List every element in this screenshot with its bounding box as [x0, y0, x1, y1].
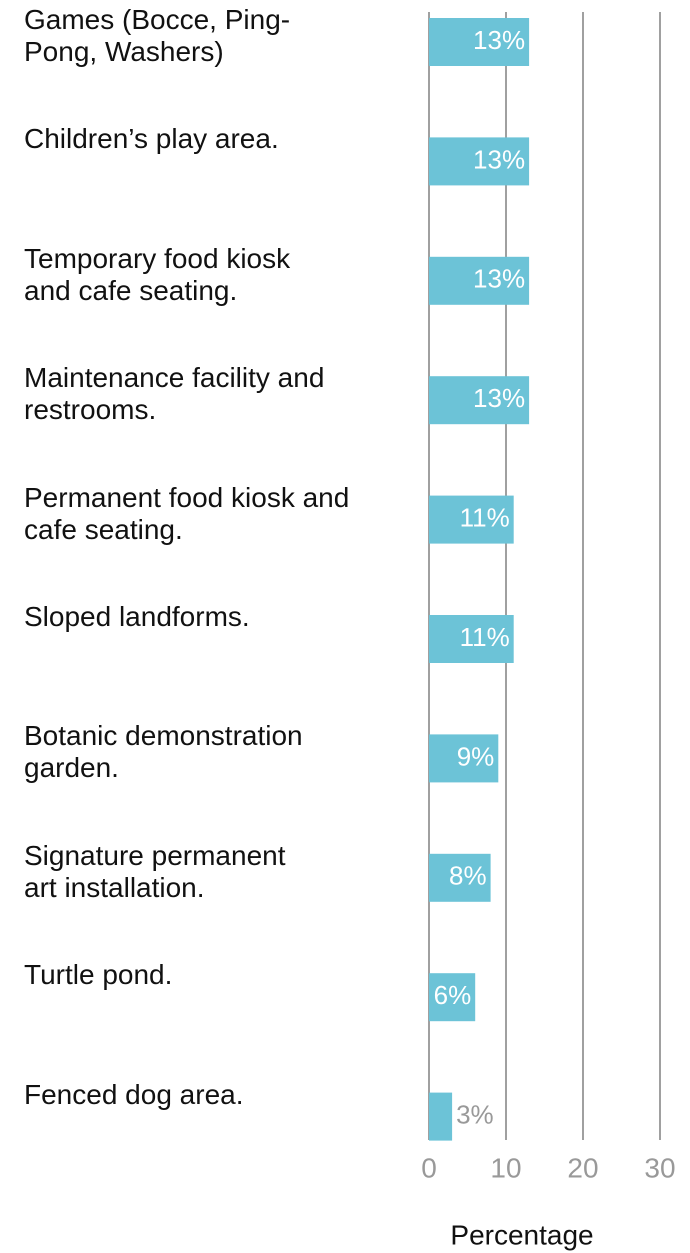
x-tick-label: 10 — [490, 1152, 521, 1183]
value-label: 13% — [473, 144, 525, 174]
category-label: Signature permanent art installation. — [24, 839, 286, 903]
category-label: Games (Bocce, Ping- Pong, Washers) — [24, 4, 291, 67]
category-label: Sloped landforms. — [24, 601, 250, 632]
x-tick-label: 20 — [567, 1152, 598, 1183]
value-label: 13% — [473, 25, 525, 55]
bar — [429, 853, 491, 902]
bar — [429, 1092, 453, 1141]
value-label: 13% — [473, 383, 525, 413]
x-tick-label: 30 — [644, 1152, 675, 1183]
value-label: 6% — [434, 980, 472, 1010]
category-label: Permanent food kiosk and cafe seating. — [24, 481, 350, 545]
bar — [429, 973, 476, 1022]
bar — [429, 137, 530, 186]
category-label: Fenced dog area. — [24, 1078, 244, 1110]
value-label: 11% — [460, 502, 510, 532]
category-label: Temporary food kiosk and cafe seating. — [24, 242, 291, 306]
bar — [429, 495, 514, 544]
category-label: Turtle pond. — [24, 959, 173, 991]
category-label: Botanic demonstration garden. — [24, 720, 303, 784]
bar — [429, 376, 530, 425]
x-axis-title: Percentage — [450, 1219, 593, 1250]
value-label: 3% — [456, 1099, 494, 1129]
bar — [429, 256, 530, 305]
bar — [429, 18, 530, 66]
value-label: 13% — [473, 264, 525, 294]
value-label: 11% — [460, 622, 510, 652]
category-label: Children’s play area. — [24, 123, 279, 155]
value-label: 9% — [457, 741, 495, 771]
x-tick-label: 0 — [421, 1152, 437, 1183]
value-label: 8% — [449, 861, 487, 891]
bar — [429, 615, 514, 663]
bar — [429, 734, 499, 783]
category-label: Maintenance facility and restrooms. — [24, 362, 325, 426]
